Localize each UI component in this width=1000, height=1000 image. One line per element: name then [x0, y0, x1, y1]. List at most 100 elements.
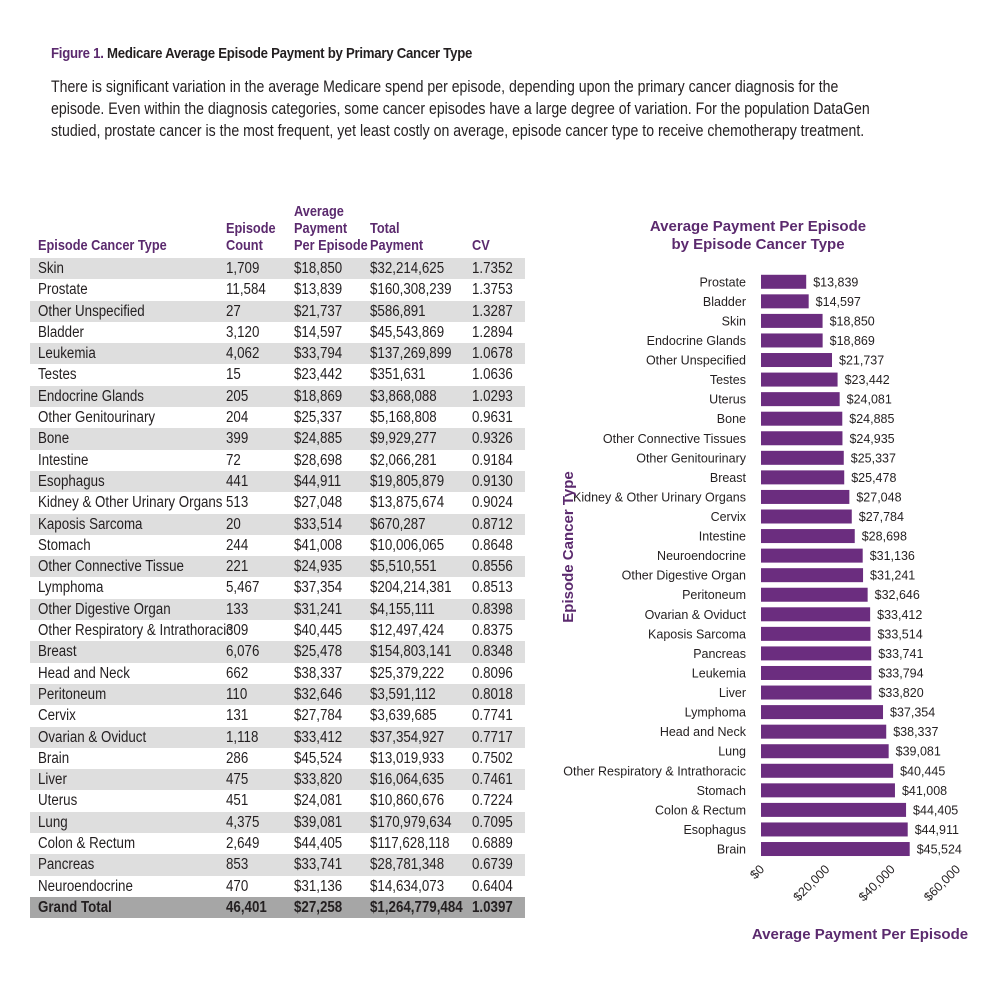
cell-type: Uterus — [38, 792, 78, 810]
cell-count: 5,467 — [226, 579, 260, 597]
bar — [761, 568, 864, 583]
cell-average: $33,794 — [294, 345, 343, 363]
bar — [761, 763, 894, 778]
data-label: $38,337 — [893, 725, 938, 739]
header-average: Average Payment Per Episode — [294, 203, 368, 254]
table-row: Lung 4,375 $39,081 $170,979,634 0.7095 — [30, 811, 525, 834]
cell-total: $1,264,779,484 — [370, 898, 463, 916]
cell-cv: 0.8096 — [472, 664, 513, 682]
bar — [761, 842, 910, 857]
data-label: $33,794 — [878, 666, 923, 680]
cell-count: 4,062 — [226, 345, 260, 363]
cell-count: 1,118 — [226, 728, 259, 746]
bar — [761, 372, 838, 387]
bar — [761, 274, 807, 289]
cell-cv: 0.7717 — [472, 728, 513, 746]
x-tick-label: $60,000 — [921, 862, 963, 904]
cell-count: 662 — [226, 664, 249, 682]
cell-total: $137,269,899 — [370, 345, 452, 363]
cell-count: 205 — [226, 387, 249, 405]
table-body: Skin 1,709 $18,850 $32,214,625 1.7352 Prostat… — [30, 258, 525, 919]
category-label: Intestine — [699, 530, 746, 544]
cell-type: Other Unspecified — [38, 302, 145, 320]
cell-type: Neuroendocrine — [38, 877, 133, 895]
cell-type: Testes — [38, 366, 77, 384]
cell-type: Kaposis Sarcoma — [38, 515, 143, 533]
table-row: Stomach 244 $41,008 $10,006,065 0.8648 — [30, 535, 525, 556]
figure-number: Figure 1. — [51, 45, 104, 62]
bar — [761, 724, 887, 739]
cell-average: $28,698 — [294, 451, 343, 469]
category-label: Prostate — [699, 275, 746, 289]
cell-total: $14,634,073 — [370, 877, 445, 895]
cell-type: Grand Total — [38, 898, 112, 916]
table-row: Endocrine Glands 205 $18,869 $3,868,088 1.02… — [30, 385, 525, 408]
cancer-type-table: Episode Cancer Type Episode Count Average… — [30, 200, 525, 919]
cell-cv: 0.8513 — [472, 579, 513, 597]
data-label: $27,784 — [859, 510, 904, 524]
cell-count: 110 — [226, 685, 248, 703]
cell-type: Other Respiratory & Intrathoracic — [38, 622, 233, 640]
category-label: Skin — [722, 314, 746, 328]
cell-count: 1,709 — [226, 260, 260, 277]
cell-cv: 0.9024 — [472, 494, 513, 512]
cell-cv: 0.9326 — [472, 430, 513, 448]
table-row: Esophagus 441 $44,911 $19,805,879 0.9130 — [30, 470, 525, 493]
category-label: Lymphoma — [685, 706, 746, 720]
cell-count: 20 — [226, 515, 241, 533]
cell-total: $4,155,111 — [370, 600, 435, 618]
category-label: Other Respiratory & Intrathoracic — [563, 764, 746, 778]
category-label: Head and Neck — [660, 725, 747, 739]
bar — [761, 822, 908, 837]
cell-count: 204 — [226, 409, 249, 427]
cell-count: 441 — [226, 472, 249, 490]
data-label: $32,646 — [875, 588, 920, 602]
cell-total: $204,214,381 — [370, 579, 452, 597]
cell-average: $24,935 — [294, 558, 343, 576]
table-row: Bladder 3,120 $14,597 $45,543,869 1.2894 — [30, 322, 525, 343]
cell-cv: 1.0397 — [472, 898, 513, 916]
table-row: Neuroendocrine 470 $31,136 $14,634,073 0.640… — [30, 876, 525, 897]
cell-count: 470 — [226, 877, 249, 895]
cell-cv: 1.2894 — [472, 323, 513, 341]
description-line: There is significant variation in the av… — [51, 78, 839, 96]
cell-average: $44,405 — [294, 835, 343, 853]
cell-type: Skin — [38, 260, 64, 277]
cell-cv: 0.6739 — [472, 856, 513, 874]
bar — [761, 411, 843, 426]
description-line: studied, prostate cancer is the most fre… — [51, 122, 865, 140]
category-label: Liver — [719, 686, 746, 700]
cell-count: 27 — [226, 302, 241, 320]
bar — [761, 802, 907, 817]
cell-type: Breast — [38, 643, 77, 661]
cell-type: Brain — [38, 749, 70, 767]
x-tick-label: $20,000 — [791, 862, 833, 904]
figure-title: Figure 1. Medicare Average Episode Payme… — [51, 45, 472, 62]
cell-count: 2,649 — [226, 835, 260, 853]
bar — [761, 431, 843, 446]
category-label: Colon & Rectum — [655, 803, 746, 817]
cell-cv: 0.8712 — [472, 515, 513, 533]
cell-total: $16,064,635 — [370, 771, 445, 789]
cell-cv: 0.9631 — [472, 409, 513, 427]
table-row: Ovarian & Oviduct 1,118 $33,412 $37,354,927… — [30, 726, 525, 748]
cell-type: Liver — [38, 771, 67, 789]
cell-total: $154,803,141 — [370, 643, 452, 661]
table-row: Other Connective Tissue 221 $24,935 $5,510,… — [30, 556, 525, 578]
table-row: Bone 399 $24,885 $9,929,277 0.9326 — [30, 428, 525, 450]
cell-average: $41,008 — [294, 536, 343, 554]
cell-type: Stomach — [38, 536, 91, 554]
table-row: Other Digestive Organ 133 $31,241 $4,155,11… — [30, 598, 525, 621]
table-row: Intestine 72 $28,698 $2,066,281 0.9184 — [30, 450, 525, 471]
cell-count: 399 — [226, 430, 249, 448]
data-label: $24,081 — [847, 393, 892, 407]
cell-total: $10,860,676 — [370, 792, 445, 810]
cell-total: $160,308,239 — [370, 281, 452, 299]
cell-count: 309 — [226, 622, 249, 640]
table-row: Skin 1,709 $18,850 $32,214,625 1.7352 — [30, 258, 525, 280]
cell-count: 131 — [226, 707, 249, 725]
category-label: Leukemia — [692, 666, 746, 680]
bar — [761, 548, 863, 563]
data-label: $41,008 — [902, 784, 947, 798]
cell-cv: 1.3287 — [472, 302, 513, 320]
